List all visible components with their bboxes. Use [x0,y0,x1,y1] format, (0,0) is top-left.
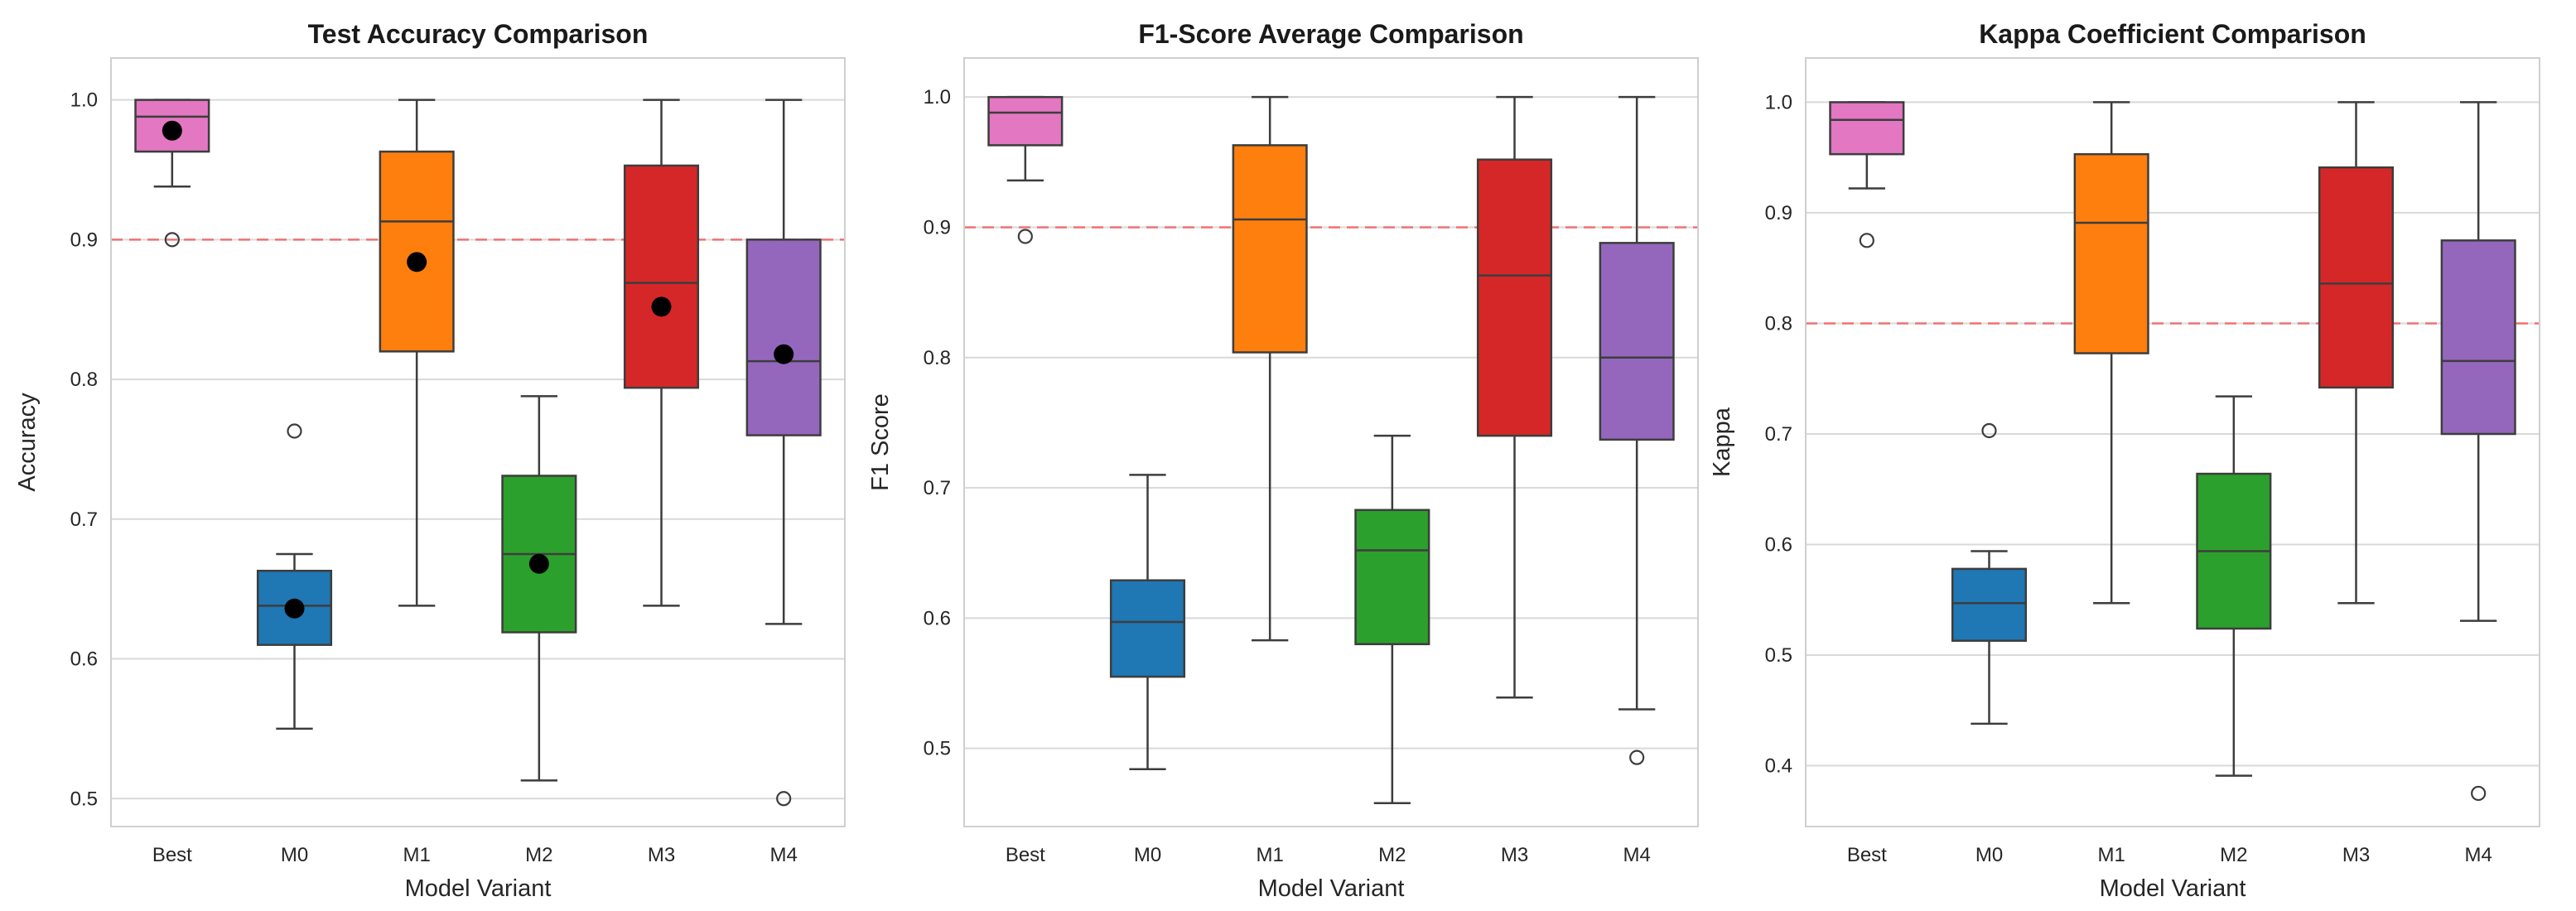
y-tick-label: 1.0 [924,86,951,108]
box-m3 [623,99,700,607]
iqr-box [987,95,1064,147]
x-tick-label: M4 [1623,844,1650,866]
x-tick-label: M1 [2097,844,2125,866]
iqr-box [1599,242,1675,441]
box-m2 [501,395,577,782]
y-tick-label: 1.0 [70,89,98,112]
x-axis-label: Model Variant [2100,875,2246,902]
iqr-box [2318,166,2395,389]
outlier-point [1017,229,1033,244]
box-m2 [2196,395,2272,777]
outlier-point [1981,422,1997,439]
y-axis-label: Accuracy [14,393,41,492]
iqr-box [1354,509,1430,646]
x-tick-label: M0 [281,844,308,866]
y-tick-label: 0.7 [1765,423,1792,446]
y-tick-label: 0.9 [70,229,98,251]
x-tick-label: M1 [1256,844,1283,866]
plot-frame [963,57,1699,827]
box-m3 [2318,101,2395,605]
iqr-box [2073,152,2149,354]
y-tick-label: 0.9 [924,216,951,239]
outlier-point [2471,785,2487,802]
chart-title: F1-Score Average Comparison [1138,19,1523,49]
iqr-box [379,150,455,353]
x-tick-label: M0 [1134,844,1161,866]
y-tick-label: 0.7 [70,509,98,531]
x-axis-label: Model Variant [1258,875,1405,902]
outlier-point [1859,233,1874,248]
plot-frame [110,57,846,827]
outlier-point [164,232,180,248]
x-tick-label: M1 [403,844,430,866]
outlier-point [287,423,302,439]
y-tick-label: 0.6 [70,648,98,671]
y-tick-label: 0.5 [70,788,98,810]
x-tick-label: M3 [1501,844,1528,866]
mean-point [528,553,549,574]
box-m0 [1109,474,1186,771]
y-tick-label: 0.8 [70,369,98,391]
box-m0 [256,423,333,730]
iqr-box [1829,101,1905,156]
iqr-box [1476,158,1553,437]
box-m4 [745,99,822,807]
iqr-box [1951,567,2028,642]
box-m0 [1951,422,2028,725]
outlier-point [776,791,792,807]
y-axis-label: Kappa [1709,407,1735,477]
y-tick-label: 0.9 [1765,202,1792,224]
iqr-box [1109,579,1186,678]
plot-frame [1805,57,2540,827]
x-tick-label: M2 [2220,844,2247,866]
y-axis-label: F1 Score [867,393,894,491]
box-best [987,95,1064,244]
x-tick-label: M2 [525,844,552,866]
box-best [1829,101,1905,248]
chart-panel-3: 0.4 0.5 0.6 0.7 0.8 0.9 1.0 Best M0 M1 M2 M3 M4 Kappa… [1709,19,2540,902]
x-tick-label: M2 [1378,844,1406,866]
outlier-point [1629,750,1645,765]
box-m1 [1232,95,1308,642]
y-tick-label: 0.5 [1765,644,1792,667]
x-tick-label: M0 [1975,844,2003,866]
box-m2 [1354,434,1430,804]
y-tick-label: 0.4 [1765,755,1792,778]
y-tick-label: 0.6 [924,607,951,629]
y-tick-label: 0.8 [1765,312,1792,335]
iqr-box [1232,144,1308,354]
y-tick-label: 0.8 [924,347,951,369]
chart-title: Kappa Coefficient Comparison [1979,19,2366,49]
iqr-box [2440,239,2516,436]
x-tick-label: M3 [2342,844,2370,866]
x-tick-label: M3 [648,844,675,866]
chart-panel-1: 0.5 0.6 0.7 0.8 0.9 1.0 Best M0 M1 M2 M3 M4 Test Acc… [14,19,846,902]
box-m4 [2440,101,2516,802]
y-tick-label: 1.0 [1765,91,1792,113]
iqr-box [745,239,822,436]
mean-point [774,344,794,364]
mean-point [162,120,182,141]
box-m3 [1476,95,1553,699]
chart-title: Test Accuracy Comparison [308,19,649,49]
box-best [134,99,210,248]
x-tick-label: Best [152,844,192,866]
mean-point [407,252,427,272]
x-axis-label: Model Variant [405,875,552,902]
y-tick-label: 0.7 [924,477,951,499]
x-tick-label: Best [1847,844,1887,866]
mean-point [651,296,672,317]
y-tick-label: 0.6 [1765,534,1792,557]
iqr-box [623,164,700,389]
x-tick-label: M4 [2464,844,2492,866]
chart-panel-2: 0.5 0.6 0.7 0.8 0.9 1.0 Best M0 M1 M2 M3 M4 F1-Score… [867,19,1699,902]
x-tick-label: Best [1006,844,1045,866]
x-tick-label: M4 [769,844,797,866]
y-tick-label: 0.5 [924,738,951,760]
box-m1 [2073,101,2149,605]
mean-point [284,598,305,619]
box-m4 [1599,95,1675,765]
box-m1 [379,99,455,607]
